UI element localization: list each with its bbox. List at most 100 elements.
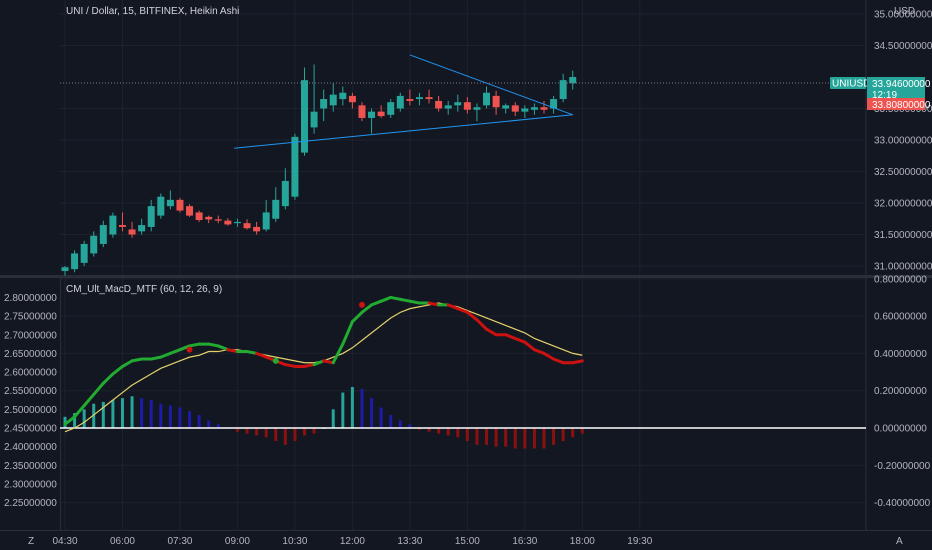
candle-body [521, 108, 529, 112]
candle-body [483, 92, 491, 106]
candle-body [71, 253, 79, 270]
macd-line-segment [178, 344, 192, 352]
triangle-trendlines[interactable] [234, 54, 573, 149]
candle [138, 218, 146, 235]
auto-scale-button[interactable]: A [896, 536, 903, 547]
candle [80, 240, 88, 266]
candle [435, 95, 443, 112]
macd-line-segment [360, 303, 374, 314]
candle-body [118, 225, 126, 227]
macd-line-segment [485, 327, 498, 337]
candle-body [186, 206, 194, 216]
histogram-bar [389, 414, 393, 428]
indicator-tick-label: 0.60000000 [874, 312, 927, 323]
candle-body [348, 95, 356, 103]
candle-body [377, 111, 385, 117]
candle-body [214, 219, 222, 221]
histogram-bar [475, 428, 479, 445]
timezone-button[interactable]: Z [28, 536, 34, 547]
currency-label: USD [894, 6, 915, 17]
candle-body [301, 80, 308, 153]
candle [109, 212, 117, 238]
candle [569, 70, 577, 90]
candle [128, 221, 136, 238]
macd-line-segment [159, 351, 172, 359]
histogram-bar [140, 398, 144, 428]
left-tick-label: 2.50000000 [4, 405, 57, 416]
candle [339, 86, 347, 106]
candle-body [147, 206, 155, 227]
time-tick-label: 06:00 [110, 536, 135, 547]
candle-body [502, 105, 510, 109]
candle [147, 199, 155, 232]
candle [521, 105, 529, 118]
histogram-bar [159, 403, 163, 428]
candle [396, 92, 404, 112]
histogram-bar [523, 428, 527, 449]
indicator-tick-label: -0.40000000 [874, 498, 931, 509]
candle [358, 102, 366, 122]
macd-line-segment [92, 381, 105, 396]
axis-ticks: 35.0000000034.5000000033.5000000033.0000… [4, 10, 932, 548]
candle [415, 92, 423, 106]
candle-body [463, 102, 471, 110]
macd-line-segment [552, 357, 565, 365]
histogram-bar [437, 428, 441, 434]
time-tick-label: 10:30 [282, 536, 307, 547]
candle-body [176, 199, 184, 211]
candle [454, 94, 462, 112]
candle [368, 108, 376, 134]
left-tick-label: 2.80000000 [4, 293, 57, 304]
macd-line-segment [427, 301, 441, 307]
candle [473, 103, 481, 122]
low-price-value: 33.80800000 [872, 100, 931, 111]
last-price-tag: UNIUSD 33.94600000 12:19 [830, 77, 931, 101]
histogram-bar [552, 428, 556, 445]
left-tick-label: 2.60000000 [4, 368, 57, 379]
macd-line-segment [101, 372, 115, 385]
macd-line-segment [475, 318, 489, 331]
cross-marker [272, 357, 279, 364]
left-tick-label: 2.55000000 [4, 386, 57, 397]
candle-body [205, 216, 213, 220]
cross-marker [186, 346, 193, 353]
candle-body [281, 180, 289, 207]
candle [272, 187, 280, 222]
candle-body [492, 95, 500, 108]
candle-body [310, 111, 318, 128]
candle [463, 97, 471, 114]
candle [291, 133, 299, 200]
indicator-tick-label: 0.00000000 [874, 424, 927, 435]
macd-line-segment [303, 363, 316, 368]
candle-body [368, 111, 376, 118]
candle-body [243, 223, 251, 229]
candle-body [358, 105, 366, 118]
candle-body [473, 107, 481, 110]
histogram-bar [283, 428, 287, 445]
candles-layer[interactable] [61, 64, 577, 276]
candle [281, 168, 289, 210]
histogram-bar [120, 398, 124, 428]
candle [176, 197, 184, 213]
indicator-tick-label: 0.40000000 [874, 349, 927, 360]
macd-line-segment [408, 299, 421, 305]
indicator-title[interactable]: CM_Ult_MacD_MTF (60, 12, 26, 9) [66, 284, 222, 295]
histogram-bar [580, 428, 584, 434]
trendline [409, 54, 573, 116]
macd-line-segment [168, 348, 182, 355]
time-tick-label: 19:30 [627, 536, 652, 547]
indicator-tick-label: 0.80000000 [874, 274, 927, 285]
histogram-bar [341, 392, 345, 428]
left-tick-label: 2.65000000 [4, 349, 57, 360]
macd-line-segment [216, 344, 230, 352]
histogram-bar [274, 428, 278, 442]
macd-line-segment [513, 336, 527, 344]
time-tick-label: 18:00 [570, 536, 595, 547]
candle [444, 100, 452, 115]
macd-line-segment [504, 333, 517, 340]
histogram-bar [485, 428, 489, 445]
candle-body [454, 102, 462, 106]
time-tick-label: 07:30 [167, 536, 192, 547]
macd-line-segment [379, 295, 393, 303]
histogram-bar [446, 428, 450, 436]
